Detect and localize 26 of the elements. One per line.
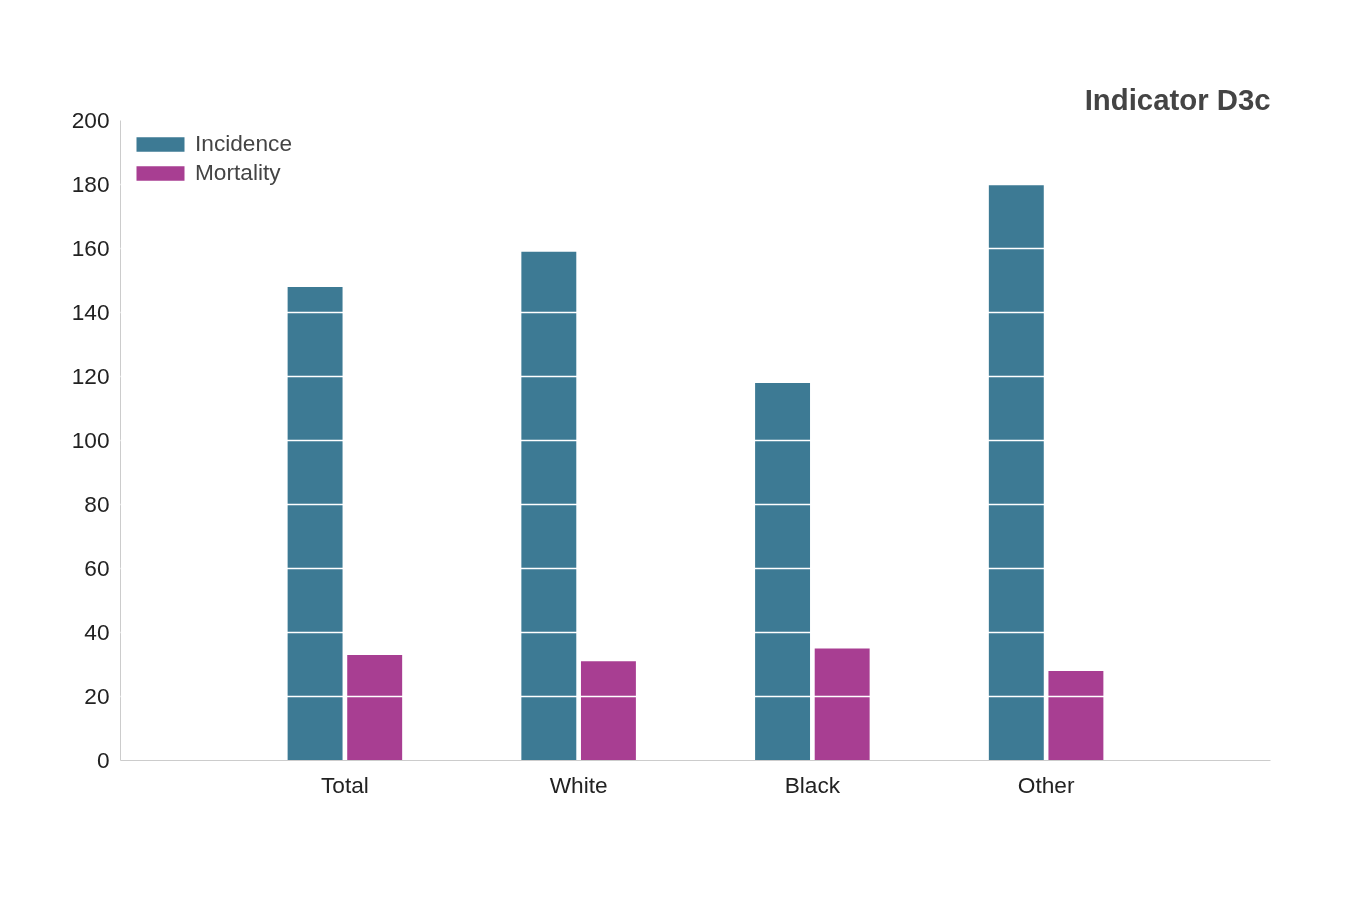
y-tick-label: 80	[84, 491, 110, 517]
y-tick-label: 180	[71, 171, 110, 197]
y-tick-label: 100	[71, 427, 110, 453]
x-tick-label: White	[549, 771, 608, 798]
y-tick-label: 40	[84, 619, 110, 645]
bar	[521, 251, 577, 761]
bar	[755, 382, 811, 761]
chart-title: Indicator D3c	[1084, 82, 1271, 116]
x-tick-label: Black	[784, 771, 841, 798]
y-tick-label: 140	[71, 299, 110, 325]
x-tick-label: Other	[1017, 771, 1075, 798]
bar	[814, 648, 870, 761]
legend-label: Incidence	[195, 130, 292, 157]
bar	[988, 184, 1044, 761]
bar	[287, 286, 343, 761]
bar	[347, 654, 403, 761]
y-tick-label: 60	[84, 555, 110, 581]
y-tick-label: 120	[71, 363, 110, 389]
y-tick-label: 0	[96, 747, 110, 773]
legend-label: Mortality	[195, 159, 281, 186]
bar	[580, 661, 636, 761]
y-tick-label: 160	[71, 235, 110, 261]
y-tick-label: 20	[84, 683, 110, 709]
y-tick-label: 200	[71, 107, 110, 133]
x-tick-label: Total	[320, 771, 369, 798]
bar	[1048, 670, 1104, 761]
